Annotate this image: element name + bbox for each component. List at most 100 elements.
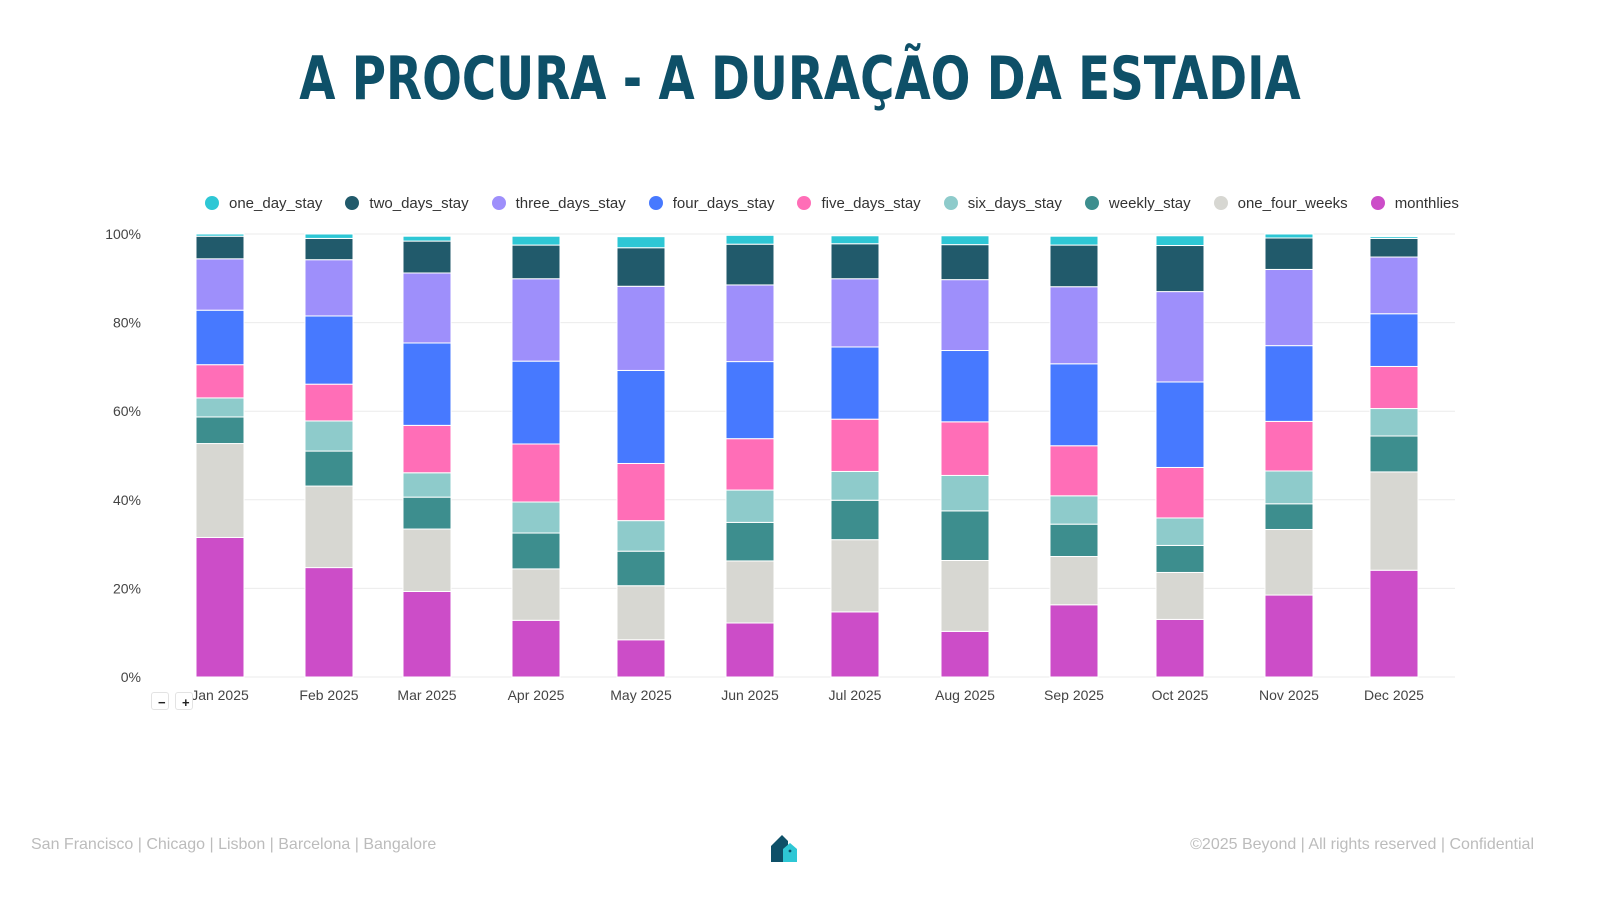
legend-label: two_days_stay bbox=[369, 194, 469, 212]
legend-dot-icon bbox=[205, 196, 219, 210]
x-tick-label: May 2025 bbox=[610, 687, 672, 703]
bar-segment bbox=[1264, 528, 1314, 596]
bar-segment bbox=[1049, 523, 1099, 558]
legend-item[interactable]: one_four_weeks bbox=[1213, 194, 1348, 212]
house-logo-icon bbox=[769, 832, 799, 864]
bar-segment bbox=[830, 278, 880, 348]
bar-segment bbox=[1155, 466, 1205, 519]
x-tick-label: Jun 2025 bbox=[721, 687, 779, 703]
y-tick-label: 100% bbox=[105, 226, 141, 242]
y-tick-label: 40% bbox=[113, 492, 141, 508]
legend-item[interactable]: five_days_stay bbox=[797, 194, 921, 212]
bar-segment bbox=[304, 237, 354, 261]
bar-segment bbox=[1369, 471, 1419, 571]
bar-segment bbox=[830, 539, 880, 613]
legend-label: five_days_stay bbox=[821, 194, 921, 212]
bar-segment bbox=[402, 240, 452, 274]
bar-segment bbox=[725, 284, 775, 363]
bar-segment bbox=[304, 420, 354, 452]
bar-segment bbox=[402, 472, 452, 498]
bar-segment bbox=[1049, 445, 1099, 497]
bar-segment bbox=[940, 279, 990, 352]
bar-segment bbox=[940, 421, 990, 476]
bar-segment bbox=[616, 520, 666, 552]
bar-segment bbox=[195, 309, 245, 366]
zoom-in-button[interactable]: + bbox=[175, 692, 193, 710]
bar-segment bbox=[402, 235, 452, 242]
bar-segment bbox=[725, 622, 775, 678]
legend-label: monthlies bbox=[1394, 194, 1459, 212]
bar-segment bbox=[940, 630, 990, 678]
legend-item[interactable]: one_day_stay bbox=[205, 195, 322, 212]
bar-segment bbox=[1049, 244, 1099, 288]
bar-segment bbox=[1049, 286, 1099, 365]
bar-segment bbox=[195, 443, 245, 538]
bar-segment bbox=[616, 550, 666, 587]
bar-segment bbox=[616, 247, 666, 287]
bar-segment bbox=[1155, 571, 1205, 620]
bar-segment bbox=[830, 470, 880, 501]
legend-dot-icon bbox=[345, 196, 360, 210]
y-tick-label: 0% bbox=[121, 669, 141, 685]
bar-segment bbox=[195, 233, 245, 237]
bar-segment bbox=[1155, 381, 1205, 468]
bar-segment bbox=[1155, 235, 1205, 247]
chart-legend: one_day_stay two_days_stay three_days_stay… bbox=[205, 192, 1482, 214]
bar-segment bbox=[830, 346, 880, 420]
legend-item[interactable]: weekly_stay bbox=[1084, 194, 1191, 212]
bar-segment bbox=[1264, 268, 1314, 347]
bar-segment bbox=[1049, 556, 1099, 606]
bar-segment bbox=[616, 369, 666, 464]
bar-segment bbox=[402, 591, 452, 678]
bar-segment bbox=[511, 278, 561, 362]
bar-segment bbox=[616, 236, 666, 249]
footer-copyright: ©2025 Beyond | All rights reserved | Con… bbox=[1190, 836, 1534, 853]
legend-dot-icon bbox=[1370, 196, 1385, 210]
bar-segment bbox=[402, 528, 452, 593]
bar-segment bbox=[511, 360, 561, 445]
bar-segment bbox=[1049, 495, 1099, 525]
bar-segment bbox=[1264, 594, 1314, 678]
bar-segment bbox=[402, 424, 452, 474]
bar-segment bbox=[1155, 245, 1205, 293]
bar-segment bbox=[511, 619, 561, 678]
bar-segment bbox=[1264, 503, 1314, 530]
bar-segment bbox=[725, 438, 775, 491]
bar-segment bbox=[304, 315, 354, 385]
legend-item[interactable]: four_days_stay bbox=[648, 195, 774, 212]
bar-segment bbox=[1369, 435, 1419, 473]
bar-segment bbox=[830, 418, 880, 472]
bar-segment bbox=[1369, 408, 1419, 437]
bar-segment bbox=[830, 499, 880, 541]
bar-segment bbox=[1049, 363, 1099, 447]
zoom-out-button[interactable]: − bbox=[151, 692, 169, 710]
bar-segment bbox=[1369, 365, 1419, 410]
bar-segment bbox=[195, 416, 245, 445]
legend-dot-icon bbox=[491, 196, 506, 210]
bar-segment bbox=[1049, 235, 1099, 246]
bar-segment bbox=[940, 350, 990, 423]
bar-segment bbox=[304, 259, 354, 317]
legend-item[interactable]: three_days_stay bbox=[491, 195, 626, 212]
legend-label: weekly_stay bbox=[1108, 194, 1191, 212]
bar-segment bbox=[1369, 256, 1419, 315]
bar-segment bbox=[402, 342, 452, 426]
bar-segment bbox=[725, 489, 775, 523]
x-tick-label: Nov 2025 bbox=[1259, 687, 1319, 703]
footer-locations: San Francisco | Chicago | Lisbon | Barce… bbox=[31, 836, 437, 853]
legend-label: one_four_weeks bbox=[1237, 194, 1348, 212]
legend-dot-icon bbox=[797, 196, 812, 210]
legend-dot-icon bbox=[648, 196, 663, 210]
legend-item[interactable]: two_days_stay bbox=[345, 194, 469, 212]
x-tick-label: Mar 2025 bbox=[397, 687, 456, 703]
bar-segment bbox=[304, 567, 354, 678]
bar-segment bbox=[402, 272, 452, 344]
bar-segment bbox=[1369, 569, 1419, 678]
bar-segment bbox=[304, 450, 354, 487]
bar-segment bbox=[616, 585, 666, 641]
legend-item[interactable]: six_days_stay bbox=[943, 195, 1062, 212]
bar-segment bbox=[1155, 618, 1205, 678]
bar-segment bbox=[616, 639, 666, 678]
bar-segment bbox=[511, 532, 561, 570]
legend-item[interactable]: monthlies bbox=[1370, 194, 1459, 212]
